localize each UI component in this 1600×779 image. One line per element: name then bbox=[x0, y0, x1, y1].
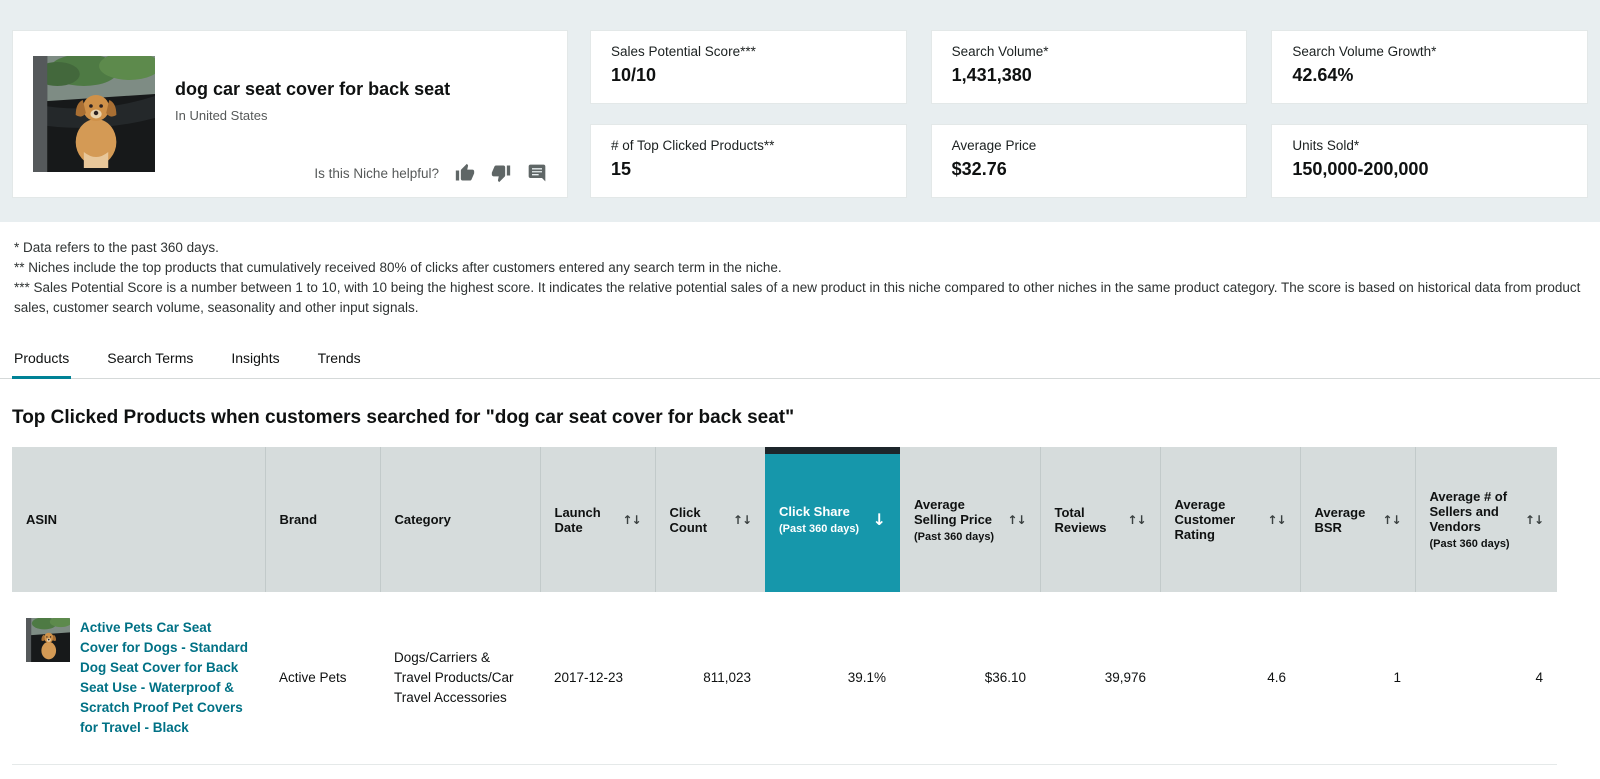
metric-card-average-price: Average Price $32.76 bbox=[930, 124, 1248, 198]
metric-card-search-volume-growth: Search Volume Growth* 42.64% bbox=[1271, 30, 1588, 104]
total-reviews-cell: 39,976 bbox=[1040, 592, 1160, 765]
column-header-asin: ASIN bbox=[12, 447, 265, 592]
column-header-average-bsr[interactable]: Average BSR ↑↓ bbox=[1299, 447, 1415, 592]
average-bsr-cell: 1 bbox=[1300, 592, 1415, 765]
comment-icon[interactable] bbox=[527, 163, 547, 183]
section-title: Top Clicked Products when customers sear… bbox=[12, 407, 795, 428]
thumbs-up-icon[interactable] bbox=[455, 163, 475, 183]
brand-cell: Active Pets bbox=[265, 592, 380, 765]
sort-icon: ↑↓ bbox=[1267, 512, 1286, 527]
metric-label: # of Top Clicked Products** bbox=[611, 138, 775, 153]
table-header-row: ASIN Brand Category Launch Date ↑↓ Click… bbox=[12, 447, 1557, 592]
metric-label: Average Price bbox=[951, 138, 1037, 153]
tab-products[interactable]: Products bbox=[12, 344, 72, 379]
sort-icon: ↑↓ bbox=[1382, 512, 1401, 527]
tab-insights[interactable]: Insights bbox=[231, 350, 280, 366]
niche-region: In United States bbox=[175, 108, 268, 123]
metric-value: 42.64% bbox=[1292, 65, 1354, 85]
niche-title: dog car seat cover for back seat bbox=[175, 79, 451, 99]
footnotes: * Data refers to the past 360 days. ** N… bbox=[0, 222, 1600, 318]
click-count-cell: 811,023 bbox=[655, 592, 765, 765]
metric-label: Search Volume Growth* bbox=[1292, 44, 1437, 59]
footnote-2: ** Niches include the top products that … bbox=[14, 260, 782, 275]
column-header-launch-date[interactable]: Launch Date ↑↓ bbox=[539, 447, 655, 592]
launch-date-cell: 2017-12-23 bbox=[540, 592, 655, 765]
table-row: Active Pets Car Seat Cover for Dogs - St… bbox=[12, 592, 1557, 765]
column-header-click-share[interactable]: Click Share (Past 360 days) ↓ bbox=[765, 447, 900, 592]
sort-icon: ↑↓ bbox=[1524, 512, 1544, 527]
column-header-total-reviews[interactable]: Total Reviews ↑↓ bbox=[1039, 447, 1160, 592]
metric-value: 1,431,380 bbox=[951, 65, 1032, 85]
sort-icon: ↑↓ bbox=[732, 512, 752, 527]
metric-label: Units Sold* bbox=[1292, 138, 1360, 153]
tab-search-terms[interactable]: Search Terms bbox=[107, 350, 194, 366]
sort-icon: ↑↓ bbox=[622, 512, 641, 527]
niche-card: dog car seat cover for back seat In Unit… bbox=[12, 30, 568, 198]
top-clicked-products-table: ASIN Brand Category Launch Date ↑↓ Click… bbox=[12, 447, 1557, 765]
metric-label: Search Volume* bbox=[951, 44, 1049, 59]
category-cell: Dogs/Carriers & Travel Products/Car Trav… bbox=[380, 592, 540, 765]
metric-value: 10/10 bbox=[611, 65, 657, 85]
thumbs-down-icon[interactable] bbox=[491, 163, 511, 183]
sort-descending-icon: ↓ bbox=[872, 510, 886, 529]
tab-bar: Products Search Terms Insights Trends bbox=[0, 344, 1600, 379]
metric-value: 15 bbox=[611, 159, 632, 179]
column-header-average-customer-rating[interactable]: Average Customer Rating ↑↓ bbox=[1159, 447, 1300, 592]
niche-product-image bbox=[33, 56, 155, 172]
metric-card-search-volume: Search Volume* 1,431,380 bbox=[930, 30, 1248, 104]
metric-value: 150,000-200,000 bbox=[1292, 159, 1429, 179]
metric-label: Sales Potential Score*** bbox=[611, 44, 756, 59]
footnote-1: * Data refers to the past 360 days. bbox=[14, 240, 219, 255]
niche-summary-section: dog car seat cover for back seat In Unit… bbox=[0, 0, 1600, 222]
column-header-category: Category bbox=[379, 447, 540, 592]
sort-icon: ↑↓ bbox=[1127, 512, 1146, 527]
metric-card-units-sold: Units Sold* 150,000-200,000 bbox=[1271, 124, 1588, 198]
metrics-grid: Sales Potential Score*** 10/10 Search Vo… bbox=[590, 30, 1588, 198]
footnote-3: *** Sales Potential Score is a number be… bbox=[14, 280, 1581, 315]
metric-value: $32.76 bbox=[951, 159, 1007, 179]
column-header-average-selling-price[interactable]: Average Selling Price (Past 360 days) ↑↓ bbox=[900, 447, 1040, 592]
niche-feedback: Is this Niche helpful? bbox=[314, 163, 547, 183]
metric-card-top-clicked-products: # of Top Clicked Products** 15 bbox=[590, 124, 907, 198]
column-header-click-count[interactable]: Click Count ↑↓ bbox=[654, 447, 765, 592]
tab-trends[interactable]: Trends bbox=[317, 350, 361, 366]
helpful-prompt: Is this Niche helpful? bbox=[314, 165, 439, 181]
metric-card-sales-potential-score: Sales Potential Score*** 10/10 bbox=[590, 30, 907, 104]
click-share-cell: 39.1% bbox=[765, 592, 900, 765]
average-sellers-vendors-cell: 4 bbox=[1415, 592, 1557, 765]
average-customer-rating-cell: 4.6 bbox=[1160, 592, 1300, 765]
asin-cell: Active Pets Car Seat Cover for Dogs - St… bbox=[12, 592, 265, 765]
product-title-link[interactable]: Active Pets Car Seat Cover for Dogs - St… bbox=[80, 619, 249, 735]
column-header-average-sellers-vendors[interactable]: Average # of Sellers and Vendors (Past 3… bbox=[1414, 447, 1557, 592]
niche-text: dog car seat cover for back seat In Unit… bbox=[175, 79, 450, 149]
average-selling-price-cell: $36.10 bbox=[900, 592, 1040, 765]
sort-icon: ↑↓ bbox=[1007, 512, 1026, 527]
column-header-brand: Brand bbox=[264, 447, 380, 592]
product-thumbnail[interactable] bbox=[26, 617, 70, 662]
